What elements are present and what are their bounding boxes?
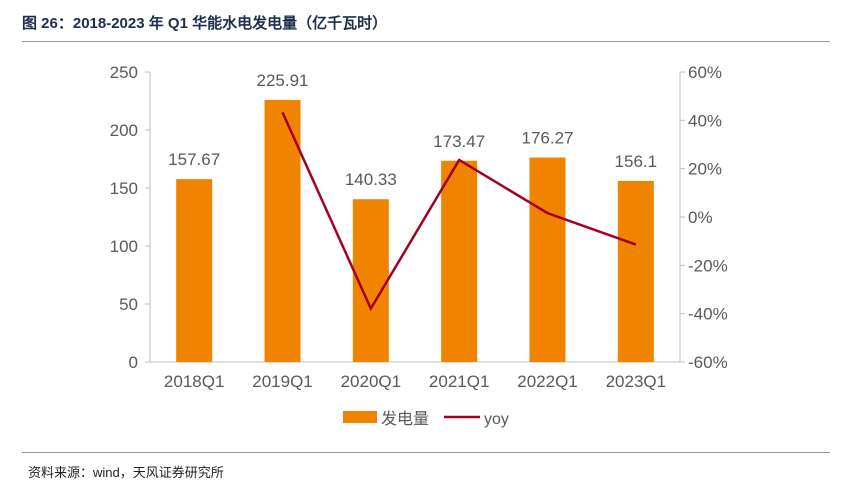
x-tick-label: 2020Q1 <box>341 372 402 391</box>
source-note: 资料来源：wind，天风证券研究所 <box>28 465 224 480</box>
data-label: 140.33 <box>345 170 397 189</box>
x-tick-label: 2023Q1 <box>606 372 667 391</box>
legend-swatch-bar <box>343 411 377 423</box>
y-tick-label: 100 <box>110 237 138 256</box>
y2-tick-label: -40% <box>688 305 728 324</box>
source-divider <box>22 452 830 453</box>
x-tick-label: 2019Q1 <box>252 372 313 391</box>
bar <box>176 179 213 362</box>
legend-label-bar: 发电量 <box>381 410 429 428</box>
bar <box>264 99 301 362</box>
bar <box>441 160 478 362</box>
y-tick-label: 200 <box>110 121 138 140</box>
y2-tick-label: -20% <box>688 256 728 275</box>
y2-tick-label: 20% <box>688 160 722 179</box>
bar <box>529 157 566 362</box>
data-label: 176.27 <box>522 129 574 148</box>
legend-label-line: yoy <box>484 411 509 428</box>
y-tick-label: 250 <box>110 63 138 82</box>
y2-tick-label: 0% <box>688 208 713 227</box>
y-tick-label: 0 <box>129 353 138 372</box>
data-label: 225.91 <box>257 71 309 90</box>
y2-tick-label: -60% <box>688 353 728 372</box>
x-tick-label: 2018Q1 <box>164 372 225 391</box>
y2-tick-label: 40% <box>688 111 722 130</box>
yoy-line <box>281 111 637 312</box>
y2-tick-label: 60% <box>688 63 722 82</box>
y-tick-label: 150 <box>110 179 138 198</box>
bar <box>617 180 654 362</box>
data-label: 157.67 <box>168 150 220 169</box>
title-divider <box>22 41 830 42</box>
data-label: 156.1 <box>615 152 658 171</box>
x-tick-label: 2022Q1 <box>517 372 578 391</box>
x-tick-label: 2021Q1 <box>429 372 490 391</box>
chart-title: 图 26：2018-2023 年 Q1 华能水电发电量（亿千瓦时） <box>22 15 388 32</box>
data-label: 173.47 <box>433 132 485 151</box>
y-tick-label: 50 <box>119 295 138 314</box>
